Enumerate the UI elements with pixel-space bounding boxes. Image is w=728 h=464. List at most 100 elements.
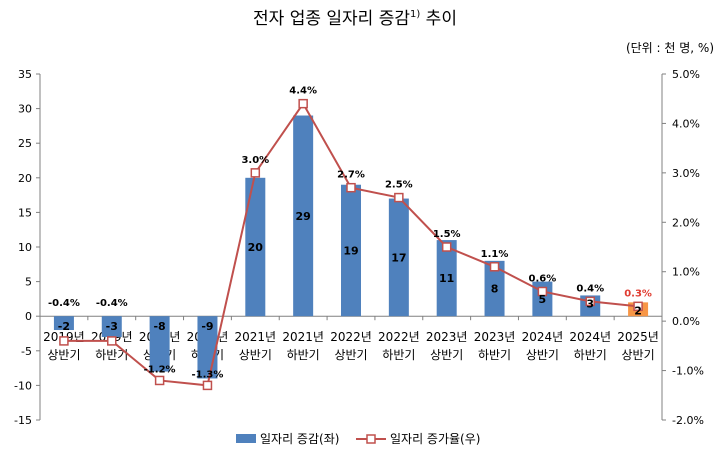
y-tick-label-right: 4.0%	[672, 117, 700, 130]
x-tick-label-year: 2022년	[330, 330, 372, 344]
x-tick-label-half: 하반기	[382, 348, 415, 362]
y-tick-label-left: 20	[18, 172, 32, 185]
x-tick-label-half: 하반기	[574, 348, 607, 362]
bar	[436, 240, 457, 317]
x-tick-label-half: 상반기	[47, 348, 80, 362]
x-tick-label-year: 2025년	[617, 330, 659, 344]
rate-marker	[537, 286, 548, 297]
x-tick-label-half: 상반기	[622, 348, 655, 362]
rate-marker	[107, 336, 117, 346]
y-tick-label-right: 1.0%	[672, 266, 700, 279]
bar	[532, 281, 553, 317]
data-labels: -2 -3 -8 -9 20 29 19 17 11 8 5 3 2 -0.4% -0.4% -1.2% -1.…	[48, 86, 652, 381]
y-tick-label-right: -2.0%	[672, 414, 704, 427]
y-tick-label-left: 0	[25, 310, 32, 323]
bar-series	[53, 115, 649, 379]
unit-note: (단위 : 천 명, %)	[626, 40, 714, 55]
x-tick-label-year: 2022년	[378, 330, 420, 344]
rate-marker	[585, 296, 595, 307]
bar	[245, 177, 266, 317]
rate-value-label: -0.4%	[48, 298, 80, 309]
rate-value-label: 0.6%	[529, 273, 557, 284]
line-series	[59, 98, 643, 391]
y-tick-label-right: 0.0%	[672, 315, 700, 328]
rate-value-label: 3.0%	[241, 155, 269, 166]
bar	[53, 316, 74, 331]
y-tick-label-left: 25	[18, 137, 32, 150]
y-tick-label-left: -10	[14, 379, 32, 392]
rate-marker	[346, 182, 356, 193]
rate-value-label: 2.7%	[337, 170, 365, 181]
chart-title: 전자 업종 일자리 증감1) 추이	[253, 9, 457, 29]
bar-value-label: -2	[58, 320, 70, 333]
rate-marker	[441, 242, 452, 252]
legend-label-bar: 일자리 증감(좌)	[260, 432, 339, 446]
bar	[149, 316, 170, 372]
rate-value-label: -1.2%	[144, 364, 176, 375]
rate-value-label: -0.4%	[96, 298, 128, 309]
bar-value-label: 2	[634, 304, 642, 317]
bar	[101, 316, 122, 337]
x-tick-label-year: 2023년	[474, 330, 516, 344]
x-tick-label-year: 2024년	[569, 330, 611, 344]
y-tick-label-left: -15	[14, 414, 32, 427]
x-tick-label-half: 하반기	[95, 348, 128, 362]
rate-marker	[202, 380, 213, 391]
x-tick-label-half: 하반기	[478, 348, 511, 362]
y-tick-label-right: 3.0%	[672, 167, 700, 180]
y-tick-label-left: 15	[18, 206, 32, 219]
bar-value-label: 11	[439, 272, 454, 285]
bar	[484, 260, 505, 317]
legend: 일자리 증감(좌) 일자리 증가율(우)	[236, 432, 480, 446]
rate-marker	[250, 168, 261, 178]
x-tick-label-year: 2024년	[522, 330, 564, 344]
legend-swatch-bar	[236, 434, 256, 443]
y-tick-label-left: 5	[25, 276, 32, 289]
rate-value-label: 0.4%	[576, 283, 604, 294]
x-tick-label-year: 2021년	[282, 330, 324, 344]
legend-marker-rate	[366, 434, 376, 444]
rate-value-label: 1.5%	[433, 229, 461, 240]
rate-marker	[394, 192, 404, 203]
y-tick-label-left: -5	[21, 345, 32, 358]
bar-value-label: 3	[586, 297, 594, 310]
bar-value-label: -3	[106, 320, 118, 333]
rate-value-label: 1.1%	[481, 249, 509, 260]
bar	[293, 115, 314, 317]
bar-value-label: 5	[539, 293, 547, 306]
bar-value-label: 19	[343, 244, 358, 257]
y-tick-label-right: 5.0%	[672, 68, 700, 81]
bar	[388, 198, 409, 317]
y-tick-label-left: 30	[18, 103, 32, 116]
x-tick-label-half: 하반기	[287, 348, 320, 362]
bar-value-label: 29	[295, 210, 310, 223]
x-tick-label-half: 상반기	[239, 348, 272, 362]
x-tick-label-half: 상반기	[526, 348, 559, 362]
rate-value-label: 2.5%	[385, 180, 413, 191]
bar-value-label: -8	[153, 320, 165, 333]
x-tick-label-half: 상반기	[430, 348, 463, 362]
bar-value-label: 17	[391, 251, 406, 264]
axes: -15-10-505101520253035-2.0%-1.0%0.0%1.0%…	[14, 68, 704, 427]
x-tick-label-year: 2023년	[426, 330, 468, 344]
rate-value-label: 4.4%	[289, 86, 317, 97]
x-tick-label-half: 상반기	[334, 348, 367, 362]
bar-value-label: 8	[491, 283, 499, 296]
y-tick-label-right: -1.0%	[672, 365, 704, 378]
rate-value-label: -1.3%	[192, 369, 224, 380]
rate-marker	[298, 98, 308, 109]
bar	[341, 184, 361, 317]
bar-value-label: 20	[248, 241, 264, 254]
y-tick-label-right: 2.0%	[672, 216, 700, 229]
y-tick-label-left: 10	[18, 241, 32, 254]
rate-value-label: 0.3%	[624, 288, 652, 299]
rate-marker	[489, 262, 500, 272]
y-tick-label-left: 35	[18, 68, 32, 81]
rate-marker	[154, 375, 165, 386]
rate-marker	[59, 336, 69, 346]
legend-label-rate: 일자리 증가율(우)	[390, 432, 480, 446]
rate-marker	[633, 301, 643, 312]
x-tick-label-year: 2021년	[235, 330, 277, 344]
bar-value-label: -9	[201, 320, 213, 333]
